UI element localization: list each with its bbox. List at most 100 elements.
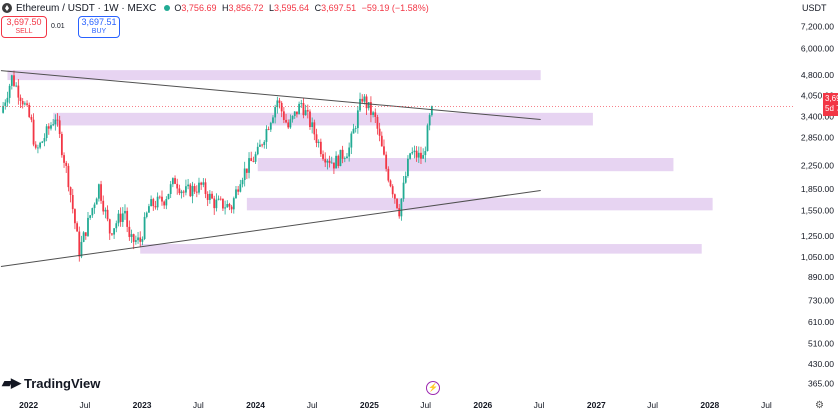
candle-body <box>328 160 331 163</box>
candle-48 <box>106 205 109 222</box>
candle-body <box>256 146 259 155</box>
gear-icon[interactable]: ⚙ <box>815 400 824 411</box>
candle-body <box>95 198 98 205</box>
candle-167 <box>365 94 368 115</box>
candle-110 <box>241 177 244 188</box>
candle-82 <box>180 189 183 199</box>
candle-body <box>82 232 85 242</box>
candle-103 <box>226 200 229 208</box>
candle-54 <box>119 207 122 227</box>
candle-body <box>315 134 318 143</box>
candle-92 <box>202 178 205 188</box>
candle-182 <box>398 203 401 219</box>
last-price-badge: 3,697.51 5d 7h <box>823 93 838 116</box>
buy-button[interactable]: 3,697.51 BUY <box>78 16 120 38</box>
candle-73 <box>161 190 163 206</box>
candle-1 <box>4 99 7 110</box>
candle-174 <box>380 131 383 147</box>
candle-6 <box>15 82 18 88</box>
tradingview-logo[interactable]: ▰▶ TradingView <box>2 375 100 391</box>
change-value: −59.19 (−1.58%) <box>361 3 429 13</box>
ethereum-logo-icon <box>2 3 12 13</box>
candle-body <box>376 116 379 129</box>
candle-26 <box>58 115 61 139</box>
price-tick-2: 4,800.00 <box>801 70 834 80</box>
candle-46 <box>102 195 105 215</box>
candle-body <box>119 213 122 222</box>
candle-body <box>134 240 137 242</box>
candle-80 <box>176 178 179 195</box>
candle-41 <box>91 207 94 218</box>
candle-body <box>156 196 159 208</box>
candle-body <box>322 154 324 160</box>
candle-body <box>102 200 105 212</box>
candle-107 <box>235 185 237 199</box>
candle-body <box>413 150 416 152</box>
candle-83 <box>182 189 185 198</box>
candle-body <box>237 189 240 192</box>
candle-152 <box>333 162 335 174</box>
candle-body <box>383 146 385 155</box>
brand-name: TradingView <box>24 375 101 391</box>
candle-body <box>4 102 7 106</box>
price-tick-1: 6,000.00 <box>801 43 834 53</box>
candle-body <box>43 138 46 142</box>
candle-126 <box>276 96 279 114</box>
candle-8 <box>19 94 22 109</box>
candle-0 <box>2 101 5 114</box>
candle-body <box>298 103 300 115</box>
zone-2 <box>257 158 674 172</box>
sell-button[interactable]: 3,697.50 SELL <box>1 16 47 38</box>
candle-body <box>311 122 314 128</box>
last-price-value: 3,697.51 <box>825 94 838 103</box>
time-tick-13: Jul <box>761 400 772 410</box>
candle-20 <box>45 123 48 142</box>
candle-44 <box>97 183 100 202</box>
candle-body <box>280 102 283 112</box>
candle-53 <box>117 209 120 227</box>
candle-141 <box>309 109 311 130</box>
candle-94 <box>206 191 209 207</box>
candle-body <box>139 237 142 242</box>
candle-body <box>182 191 185 193</box>
candle-body <box>63 155 65 163</box>
candle-128 <box>280 101 283 118</box>
lightning-icon[interactable]: ⚡ <box>426 381 440 395</box>
candle-body <box>337 155 340 167</box>
symbol-title[interactable]: Ethereum / USDT · 1W · MEXC <box>16 2 157 14</box>
candle-body <box>100 184 102 201</box>
close-value: 3,697.51 <box>321 3 357 13</box>
candle-12 <box>28 102 31 119</box>
time-axis[interactable]: 2022 Jul 2023 Jul 2024 Jul 2025 Jul 2026 Jul 2027 J… <box>19 400 772 410</box>
candle-63 <box>139 231 142 248</box>
candle-112 <box>245 168 248 180</box>
candle-37 <box>82 231 85 243</box>
price-axis[interactable]: 7,200.00 6,000.00 4,800.00 4,050.00 3,400.00… <box>801 21 834 388</box>
currency-label[interactable]: USDT <box>802 3 827 13</box>
candle-body <box>15 85 18 87</box>
price-tick-14: 510.00 <box>808 338 834 348</box>
candle-body <box>111 233 113 235</box>
candle-185 <box>404 171 407 184</box>
candle-body <box>296 111 298 115</box>
candle-145 <box>317 139 320 148</box>
candle-30 <box>67 163 70 192</box>
candle-body <box>108 219 111 234</box>
market-open-dot-icon <box>164 5 171 11</box>
candle-60 <box>132 233 135 250</box>
candle-5 <box>13 70 15 88</box>
candle-body <box>241 179 244 185</box>
candle-64 <box>141 236 144 246</box>
ohlc-readout: O3,756.69 H3,856.72 L3,595.64 C3,697.51 … <box>174 3 429 13</box>
candle-2 <box>6 91 9 107</box>
candle-body <box>378 128 381 136</box>
candle-169 <box>370 96 372 123</box>
candle-body <box>426 125 429 152</box>
candle-124 <box>272 115 274 124</box>
candle-113 <box>248 152 250 179</box>
candle-body <box>65 162 68 166</box>
candle-body <box>21 100 24 105</box>
candle-10 <box>23 101 26 106</box>
candle-97 <box>213 195 216 215</box>
